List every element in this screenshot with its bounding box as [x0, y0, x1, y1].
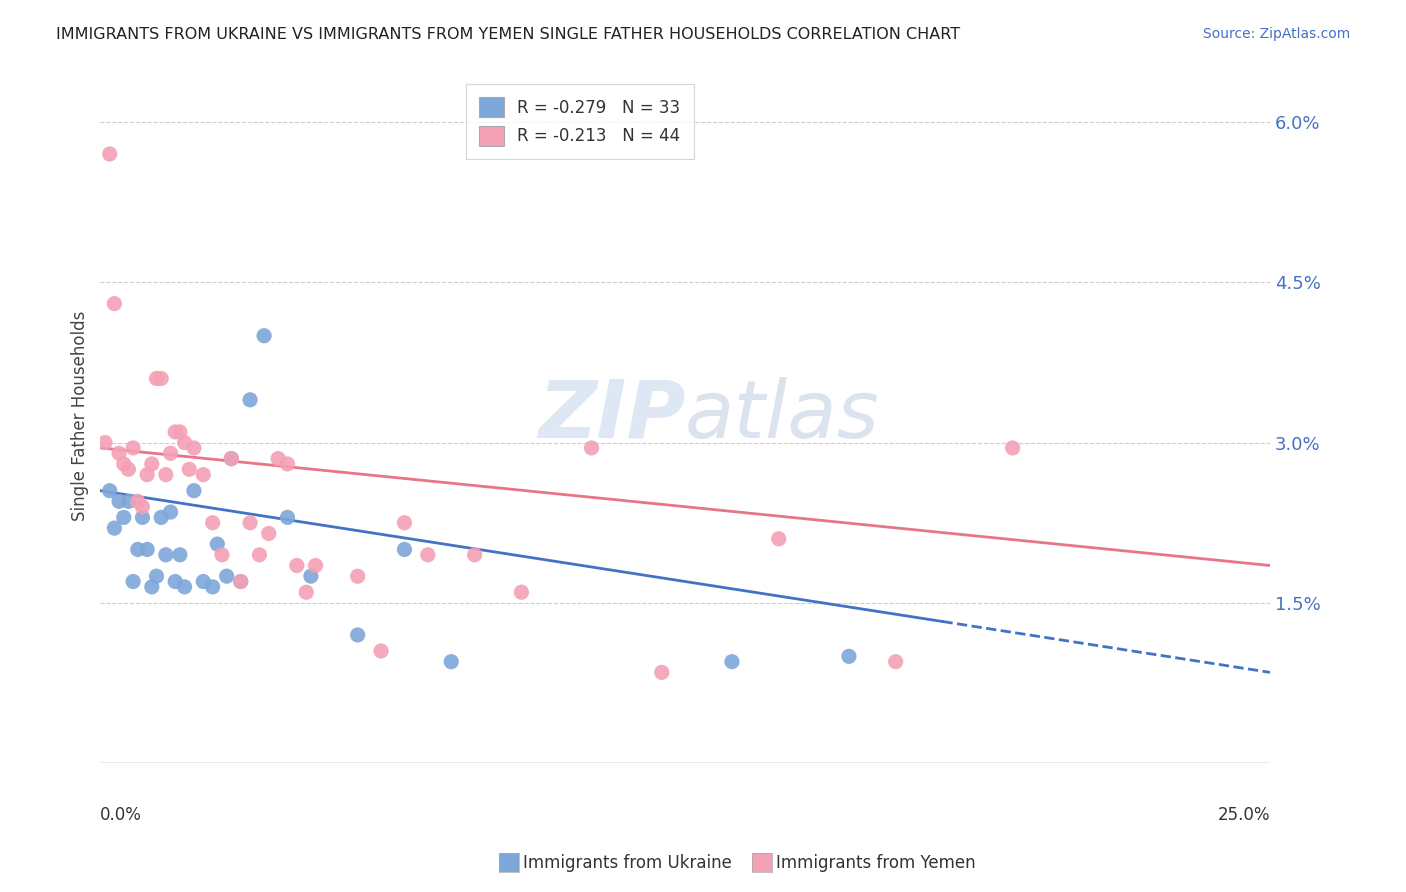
- Text: atlas: atlas: [685, 376, 880, 455]
- Point: [98, 147, 121, 161]
- Point: [221, 451, 243, 466]
- Point: [276, 510, 298, 524]
- Point: [276, 457, 298, 471]
- Point: [150, 510, 173, 524]
- Point: [103, 521, 125, 535]
- Point: [122, 441, 145, 455]
- Point: [141, 580, 163, 594]
- Point: [108, 446, 131, 460]
- Point: [440, 655, 463, 669]
- Point: [145, 371, 167, 385]
- Point: [304, 558, 326, 573]
- Point: [239, 516, 262, 530]
- Text: Immigrants from Yemen: Immigrants from Yemen: [776, 854, 976, 871]
- Point: [394, 542, 416, 557]
- Text: 25.0%: 25.0%: [1218, 806, 1270, 824]
- Point: [122, 574, 145, 589]
- Point: [169, 425, 191, 439]
- Point: [141, 457, 163, 471]
- Point: [165, 425, 187, 439]
- Point: [173, 580, 195, 594]
- Point: [285, 558, 308, 573]
- Point: [239, 392, 262, 407]
- Point: [179, 462, 201, 476]
- Point: [155, 467, 177, 482]
- Point: [257, 526, 280, 541]
- Point: [229, 574, 252, 589]
- Point: [215, 569, 238, 583]
- Point: [295, 585, 318, 599]
- Text: Immigrants from Ukraine: Immigrants from Ukraine: [523, 854, 733, 871]
- Point: [169, 548, 191, 562]
- Point: [267, 451, 290, 466]
- Point: [94, 435, 117, 450]
- Point: [127, 494, 149, 508]
- Point: [346, 628, 368, 642]
- Point: [211, 548, 233, 562]
- Point: [249, 548, 271, 562]
- Point: [581, 441, 603, 455]
- Point: [117, 494, 139, 508]
- Point: [131, 510, 153, 524]
- Point: [201, 580, 224, 594]
- Point: [98, 483, 121, 498]
- Point: [299, 569, 322, 583]
- Point: [370, 644, 392, 658]
- Point: [112, 510, 135, 524]
- Point: [207, 537, 229, 551]
- Point: [193, 574, 215, 589]
- Y-axis label: Single Father Households: Single Father Households: [72, 310, 89, 521]
- Point: [201, 516, 224, 530]
- Point: [165, 574, 187, 589]
- Point: [193, 467, 215, 482]
- Point: [159, 505, 181, 519]
- Point: [464, 548, 486, 562]
- Point: [159, 446, 181, 460]
- Text: 0.0%: 0.0%: [100, 806, 142, 824]
- Point: [416, 548, 439, 562]
- Point: [183, 441, 205, 455]
- Point: [651, 665, 673, 680]
- Point: [136, 542, 159, 557]
- Point: [183, 483, 205, 498]
- Point: [768, 532, 790, 546]
- Point: [173, 435, 195, 450]
- Point: [221, 451, 243, 466]
- Point: [103, 296, 125, 310]
- Point: [721, 655, 744, 669]
- Text: IMMIGRANTS FROM UKRAINE VS IMMIGRANTS FROM YEMEN SINGLE FATHER HOUSEHOLDS CORREL: IMMIGRANTS FROM UKRAINE VS IMMIGRANTS FR…: [56, 27, 960, 42]
- Point: [112, 457, 135, 471]
- Point: [155, 548, 177, 562]
- Point: [510, 585, 533, 599]
- Text: Source: ZipAtlas.com: Source: ZipAtlas.com: [1202, 27, 1350, 41]
- Point: [127, 542, 149, 557]
- Legend: R = -0.279   N = 33, R = -0.213   N = 44: R = -0.279 N = 33, R = -0.213 N = 44: [465, 84, 695, 160]
- Point: [117, 462, 139, 476]
- Point: [1001, 441, 1024, 455]
- Point: [884, 655, 907, 669]
- Point: [253, 328, 276, 343]
- Point: [838, 649, 860, 664]
- Point: [136, 467, 159, 482]
- Point: [346, 569, 368, 583]
- Text: ZIP: ZIP: [537, 376, 685, 455]
- Point: [145, 569, 167, 583]
- Point: [394, 516, 416, 530]
- Point: [150, 371, 173, 385]
- Point: [229, 574, 252, 589]
- Point: [108, 494, 131, 508]
- Point: [131, 500, 153, 514]
